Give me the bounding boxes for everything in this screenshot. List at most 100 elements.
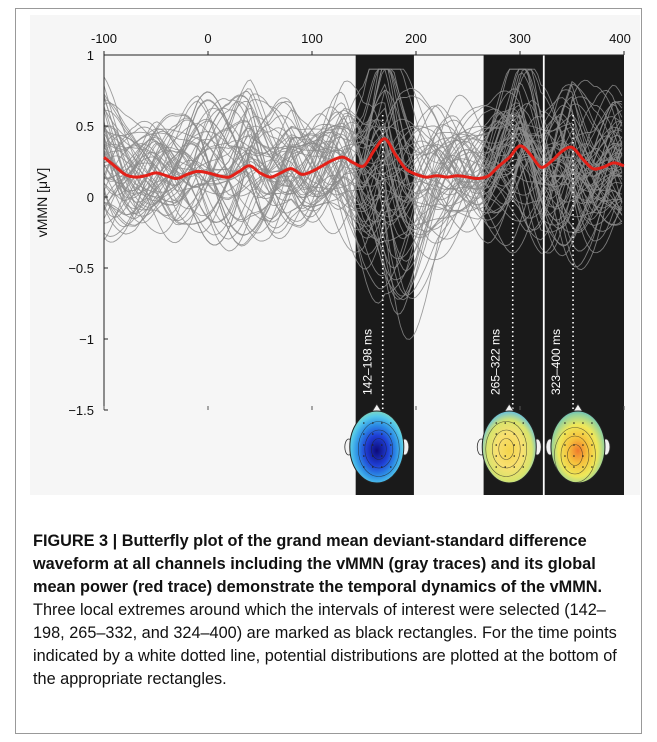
topo-electrode xyxy=(372,422,374,424)
x-tick-label: 400 xyxy=(609,31,631,46)
interval-markers xyxy=(381,55,574,495)
topo-electrode xyxy=(564,455,566,457)
topo-electrode xyxy=(522,455,525,457)
topo-map-1 xyxy=(344,403,410,484)
channel-trace xyxy=(103,99,623,234)
topo-electrode xyxy=(582,422,584,424)
channel-trace xyxy=(103,79,623,231)
channel-trace xyxy=(103,95,623,234)
topo-electrode xyxy=(495,433,498,435)
channel-trace xyxy=(103,132,623,253)
topo-electrode xyxy=(381,466,383,468)
interval-label-3: 323–400 ms xyxy=(549,329,563,395)
topo-electrode xyxy=(513,422,516,424)
topo-electrode xyxy=(513,444,516,446)
topo-electrode xyxy=(522,433,525,435)
topo-electrode xyxy=(591,422,593,424)
topo-contour xyxy=(498,438,515,460)
topo-electrode xyxy=(522,466,525,468)
topo-electrode xyxy=(495,422,498,424)
topo-contour xyxy=(491,429,521,469)
topo-electrode xyxy=(564,466,566,468)
y-tick-label: −0.5 xyxy=(68,261,94,276)
topo-electrode xyxy=(363,444,365,446)
topo-electrode xyxy=(582,466,584,468)
figure-image-area: -100 0 100 200 300 400 1 0.5 0 −0.5 −1 −1.5 vMMN [μV… xyxy=(30,15,640,495)
topo-electrode xyxy=(381,444,383,446)
channel-trace xyxy=(103,68,623,290)
topo-electrode xyxy=(513,433,516,435)
topo-electrode xyxy=(390,466,392,468)
caption-body: Three local extremes around which the in… xyxy=(33,601,617,688)
global-mean-power-trace xyxy=(103,137,625,181)
topo-contour xyxy=(485,421,528,477)
butterfly-plot: -100 0 100 200 300 400 1 0.5 0 −0.5 −1 −1.5 vMMN [μV… xyxy=(34,31,631,495)
topo-electrode xyxy=(390,433,392,435)
topo-head xyxy=(349,410,405,484)
channel-trace xyxy=(103,68,623,226)
channel-trace xyxy=(103,95,623,227)
x-tick-label: 100 xyxy=(301,31,323,46)
y-tick-label: 0.5 xyxy=(76,119,94,134)
topo-electrode xyxy=(504,433,507,435)
channel-trace xyxy=(103,108,623,252)
topo-electrode xyxy=(573,433,575,435)
topo-electrode xyxy=(504,444,507,446)
channel-trace xyxy=(103,68,623,254)
x-tick-label: 0 xyxy=(204,31,211,46)
x-tick-label: 200 xyxy=(405,31,427,46)
topo-electrode xyxy=(513,466,516,468)
channel-trace xyxy=(103,97,623,246)
topo-electrode xyxy=(564,444,566,446)
x-tick-label: -100 xyxy=(91,31,117,46)
frame-left-border xyxy=(15,8,16,733)
topo-electrode xyxy=(363,422,365,424)
topo-map-2 xyxy=(476,403,542,484)
topo-electrode xyxy=(504,466,507,468)
channel-trace xyxy=(103,91,623,226)
topo-electrode xyxy=(591,466,593,468)
topo-contour xyxy=(554,427,596,483)
channel-trace xyxy=(103,68,623,242)
caption-title: FIGURE 3 | Butterfly plot of the grand m… xyxy=(33,532,603,596)
y-tick-label: −1 xyxy=(79,332,94,347)
frame-top-border xyxy=(15,8,642,9)
gray-channel-traces xyxy=(103,68,623,340)
topo-electrode xyxy=(363,433,365,435)
frame-bottom-border xyxy=(15,733,642,734)
topographic-maps xyxy=(344,403,611,484)
y-tick-label: −1.5 xyxy=(68,403,94,418)
topo-electrode xyxy=(573,455,575,457)
topo-electrode xyxy=(381,455,383,457)
topo-contour xyxy=(357,421,400,477)
topo-electrode xyxy=(564,422,566,424)
interval-labels: 142–198 ms 265–322 ms 323–400 ms xyxy=(361,329,563,395)
topo-electrode xyxy=(390,422,392,424)
topo-electrode xyxy=(504,422,507,424)
topo-electrode xyxy=(573,466,575,468)
topo-electrode xyxy=(522,444,525,446)
topo-electrode xyxy=(381,433,383,435)
channel-trace xyxy=(103,68,623,241)
y-tick-label: 0 xyxy=(87,190,94,205)
topo-electrode xyxy=(582,433,584,435)
topo-electrode xyxy=(495,455,498,457)
topo-electrode xyxy=(495,444,498,446)
topo-electrode xyxy=(363,466,365,468)
topo-head xyxy=(550,410,606,484)
topo-electrode xyxy=(591,444,593,446)
topo-electrode xyxy=(363,455,365,457)
topo-electrode xyxy=(372,433,374,435)
topo-contour xyxy=(370,438,387,460)
axes: -100 0 100 200 300 400 1 0.5 0 −0.5 −1 −1.5 vMMN [μV… xyxy=(34,31,631,418)
red-trace-line xyxy=(103,137,625,181)
topo-contour xyxy=(364,429,394,469)
topo-electrode xyxy=(573,444,575,446)
x-tick-label: 300 xyxy=(509,31,531,46)
channel-trace xyxy=(103,68,623,268)
y-tick-label: 1 xyxy=(87,48,94,63)
topo-electrode xyxy=(582,444,584,446)
topo-map-3 xyxy=(545,403,611,484)
topo-contour xyxy=(567,444,583,466)
topo-electrode xyxy=(504,455,507,457)
